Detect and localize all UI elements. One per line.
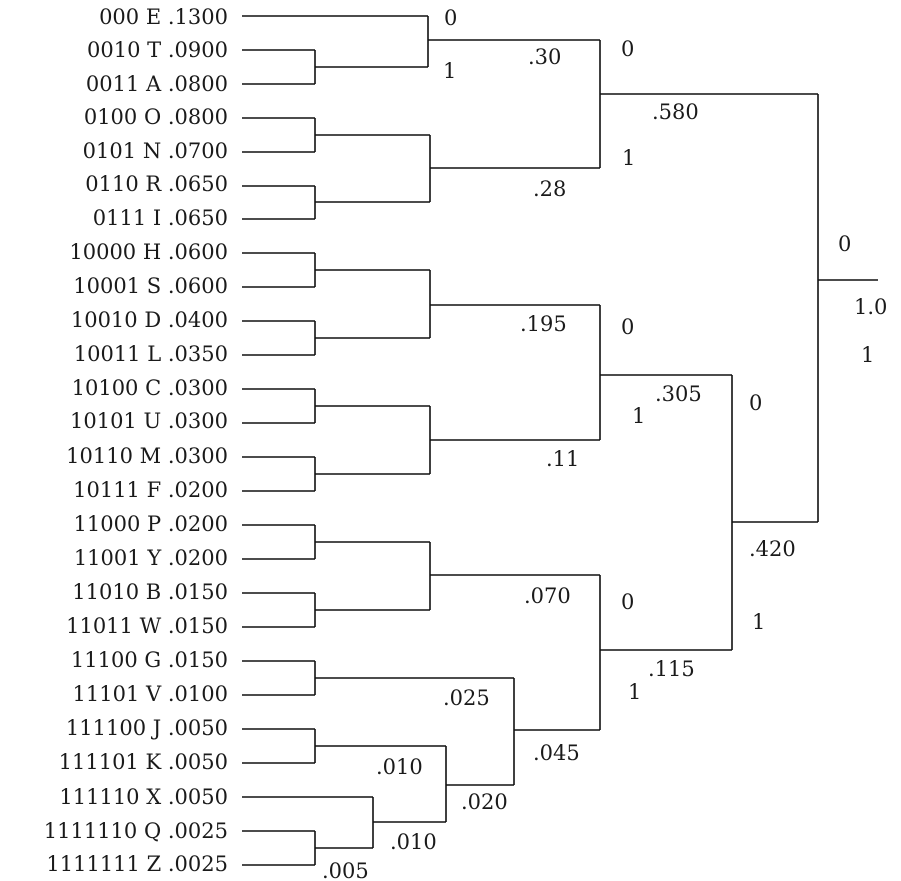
edge-join-on	[314, 118, 430, 152]
leaf-label-c: 10100 C .0300	[72, 376, 228, 400]
leaf-label-w: 11011 W .0150	[66, 614, 228, 638]
leaf-label-l: 10011 L .0350	[74, 342, 228, 366]
edge-join-mf	[314, 457, 430, 491]
edge-join-jk	[314, 729, 446, 763]
edge-join-onri	[429, 135, 600, 202]
leaf-label-h: 10000 H .0600	[69, 240, 228, 264]
label-n30: .30	[528, 45, 561, 69]
tree-edges	[242, 15, 878, 866]
label-n305: .305	[655, 382, 702, 406]
leaf-label-t: 0010 T .0900	[87, 38, 228, 62]
edge-join-pybw	[429, 542, 600, 610]
label-ta-bit1: 1	[443, 59, 456, 83]
edge-join-dl	[314, 321, 430, 355]
label-n11: .11	[546, 447, 579, 471]
label-n020: .020	[461, 790, 508, 814]
label-n010b: .010	[390, 830, 437, 854]
leaf-label-k: 111101 K .0050	[59, 750, 228, 774]
label-e-bit0: 0	[444, 6, 457, 30]
leaf-labels: 000 E .1300 0010 T .0900 0011 A .0800 01…	[44, 5, 228, 876]
edge-join-gvjk	[513, 678, 600, 785]
label-root: 1.0	[854, 295, 887, 319]
label-low-bit1: 1	[628, 680, 641, 704]
edge-join-eta	[427, 16, 600, 67]
label-n195: .195	[520, 312, 567, 336]
leaf-label-n: 0101 N .0700	[83, 139, 228, 163]
edge-join-xqz	[372, 797, 446, 848]
label-n010a: .010	[376, 755, 423, 779]
label-n115: .115	[648, 657, 695, 681]
leaf-label-x: 111110 X .0050	[59, 785, 228, 809]
label-right-bit1: 1	[752, 610, 765, 634]
leaf-label-u: 10101 U .0300	[70, 409, 228, 433]
node-labels: 0 1 .30 .28 0 1 .580 0 1.0 1 .195 .11 0 …	[322, 6, 887, 881]
leaf-label-s: 10001 S .0600	[73, 274, 228, 298]
label-n580: .580	[652, 100, 699, 124]
leaf-label-i: 0111 I .0650	[93, 206, 228, 230]
edge-join-low	[599, 575, 732, 730]
edge-join-py	[314, 525, 430, 559]
leaf-label-g: 11100 G .0150	[71, 648, 228, 672]
leaf-label-a: 0011 A .0800	[86, 72, 228, 96]
edge-join-ta	[314, 50, 428, 84]
edge-join-right	[731, 375, 818, 650]
label-top-bit1: 1	[622, 146, 635, 170]
label-n045: .045	[533, 741, 580, 765]
label-mid-bit0: 0	[621, 315, 634, 339]
edge-join-gv	[314, 661, 514, 695]
leaf-label-p: 11000 P .0200	[74, 512, 228, 536]
edge-join-hsdl	[429, 270, 600, 338]
label-n070: .070	[524, 584, 571, 608]
edge-join-root	[817, 94, 878, 522]
leaf-label-q: 1111110 Q .0025	[44, 819, 228, 843]
label-root-bit1: 1	[861, 343, 874, 367]
label-n025: .025	[443, 686, 490, 710]
edge-join-top	[599, 40, 818, 168]
edge-join-jkxqz	[445, 746, 514, 822]
label-root-bit0: 0	[838, 232, 851, 256]
leaf-label-v: 11101 V .0100	[73, 682, 228, 706]
leaf-label-o: 0100 O .0800	[84, 105, 228, 129]
edge-join-bw	[314, 593, 430, 627]
edge-join-mid	[599, 305, 732, 440]
label-mid-bit1: 1	[632, 404, 645, 428]
edge-join-qz	[314, 831, 373, 865]
leaf-label-z: 1111111 Z .0025	[46, 852, 228, 876]
label-low-bit0: 0	[621, 590, 634, 614]
leaf-label-e: 000 E .1300	[99, 5, 228, 29]
label-n28: .28	[533, 177, 566, 201]
leaf-label-y: 11001 Y .0200	[74, 546, 228, 570]
leaf-label-d: 10010 D .0400	[71, 308, 228, 332]
edge-join-cumf	[429, 406, 600, 474]
label-n420: .420	[749, 537, 796, 561]
label-top-bit0: 0	[621, 37, 634, 61]
leaf-label-j: 111100 J .0050	[66, 716, 228, 740]
edge-join-hs	[314, 253, 430, 287]
leaf-label-b: 11010 B .0150	[72, 580, 228, 604]
edge-join-ri	[314, 186, 430, 219]
edge-join-cu	[314, 389, 430, 423]
leaf-label-m: 10110 M .0300	[66, 444, 228, 468]
leaf-label-r: 0110 R .0650	[85, 172, 228, 196]
leaf-label-f: 10111 F .0200	[73, 478, 228, 502]
label-n005: .005	[322, 859, 369, 881]
label-right-bit0: 0	[749, 391, 762, 415]
